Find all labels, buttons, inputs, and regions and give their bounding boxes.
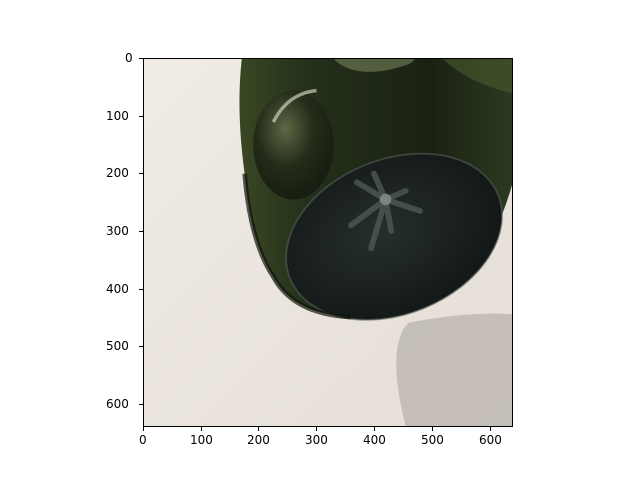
star-center [379, 193, 392, 206]
image-axes [143, 58, 513, 427]
y-tick-label: 0 [125, 51, 133, 65]
bottle-edge [242, 173, 352, 320]
bottle-photo [144, 59, 512, 426]
base-rim [285, 152, 503, 321]
x-tick-label: 500 [421, 433, 444, 447]
y-tick-label: 400 [106, 282, 129, 296]
bottle-base-disc [286, 153, 503, 320]
glass-highlight-right [443, 59, 512, 94]
y-tick-label: 500 [106, 339, 129, 353]
y-tick-label: 200 [106, 166, 129, 180]
x-tick-label: 400 [363, 433, 386, 447]
x-tick-label: 600 [479, 433, 502, 447]
y-tick-label: 100 [106, 109, 129, 123]
y-tick-label: 600 [106, 397, 129, 411]
shadow [396, 313, 512, 426]
lobe-reflection [271, 88, 317, 123]
y-tick-label: 300 [106, 224, 129, 238]
x-tick-label: 300 [305, 433, 328, 447]
x-tick-label: 200 [247, 433, 270, 447]
bottle-side-lobe [253, 90, 334, 200]
x-tick-label: 100 [190, 433, 213, 447]
x-tick-label: 0 [139, 433, 147, 447]
glass-highlight [333, 59, 415, 72]
